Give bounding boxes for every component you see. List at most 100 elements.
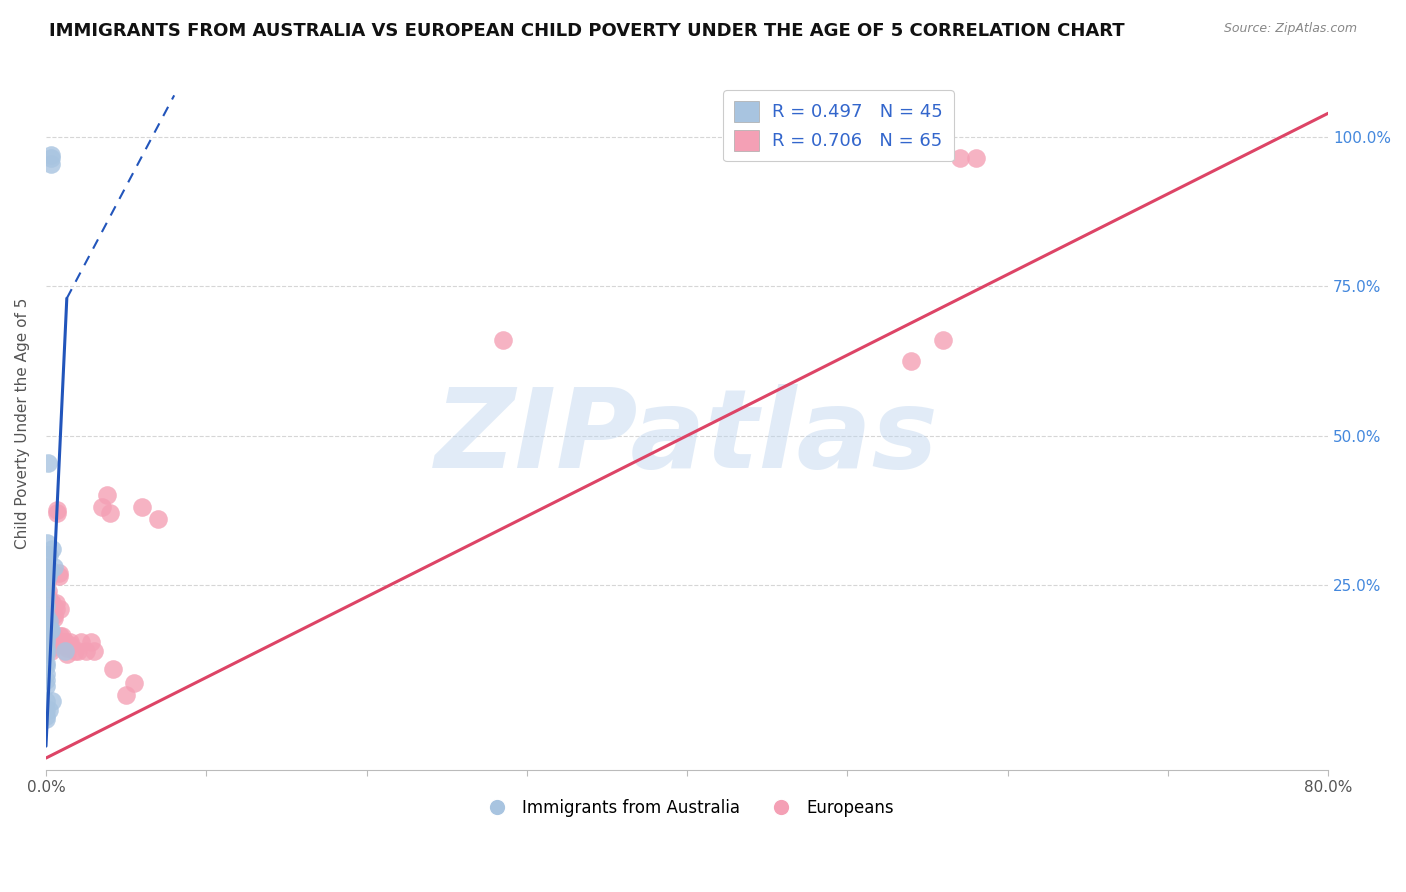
Point bbox=[965, 151, 987, 165]
Point bbox=[39, 629, 62, 643]
Point bbox=[131, 500, 153, 515]
Point bbox=[35, 643, 58, 657]
Point bbox=[38, 623, 60, 637]
Point bbox=[37, 596, 59, 610]
Point bbox=[37, 583, 59, 598]
Point bbox=[45, 596, 67, 610]
Point bbox=[39, 638, 62, 652]
Point bbox=[900, 354, 922, 368]
Point bbox=[35, 581, 58, 595]
Point bbox=[35, 563, 58, 577]
Point bbox=[59, 638, 82, 652]
Point bbox=[35, 640, 58, 655]
Point bbox=[39, 148, 62, 162]
Point bbox=[56, 640, 79, 655]
Point bbox=[39, 634, 62, 648]
Point bbox=[35, 560, 58, 574]
Point bbox=[38, 607, 60, 622]
Point bbox=[35, 667, 58, 681]
Point bbox=[37, 566, 59, 580]
Point bbox=[49, 629, 72, 643]
Point bbox=[98, 506, 121, 520]
Point bbox=[38, 703, 60, 717]
Point bbox=[45, 602, 67, 616]
Point bbox=[52, 634, 75, 648]
Point bbox=[35, 616, 58, 631]
Point bbox=[35, 611, 58, 625]
Point bbox=[41, 151, 63, 165]
Point bbox=[122, 676, 145, 690]
Point bbox=[42, 629, 65, 643]
Point bbox=[37, 569, 59, 583]
Point bbox=[103, 661, 125, 675]
Point bbox=[35, 566, 58, 580]
Point bbox=[35, 590, 58, 604]
Point bbox=[39, 629, 62, 643]
Point bbox=[59, 634, 82, 648]
Point bbox=[51, 629, 73, 643]
Point bbox=[51, 634, 73, 648]
Point bbox=[41, 634, 63, 648]
Point bbox=[75, 643, 97, 657]
Point bbox=[42, 634, 65, 648]
Point bbox=[35, 632, 58, 646]
Point bbox=[37, 456, 59, 470]
Point bbox=[37, 536, 59, 550]
Point bbox=[37, 590, 59, 604]
Text: Source: ZipAtlas.com: Source: ZipAtlas.com bbox=[1223, 22, 1357, 36]
Point bbox=[38, 602, 60, 616]
Point bbox=[35, 599, 58, 613]
Point bbox=[35, 709, 58, 723]
Point bbox=[49, 602, 72, 616]
Point bbox=[146, 512, 169, 526]
Y-axis label: Child Poverty Under the Age of 5: Child Poverty Under the Age of 5 bbox=[15, 298, 30, 549]
Point bbox=[41, 629, 63, 643]
Point bbox=[42, 560, 65, 574]
Point bbox=[42, 607, 65, 622]
Point bbox=[37, 560, 59, 574]
Point bbox=[35, 712, 58, 726]
Point bbox=[91, 500, 114, 515]
Point bbox=[37, 548, 59, 562]
Point bbox=[56, 647, 79, 661]
Point bbox=[35, 658, 58, 673]
Point bbox=[38, 548, 60, 562]
Point bbox=[35, 574, 58, 589]
Point bbox=[42, 611, 65, 625]
Point bbox=[41, 542, 63, 557]
Point bbox=[35, 673, 58, 688]
Point bbox=[48, 566, 70, 580]
Point bbox=[66, 643, 89, 657]
Point bbox=[35, 694, 58, 708]
Point bbox=[83, 643, 105, 657]
Legend: Immigrants from Australia, Europeans: Immigrants from Australia, Europeans bbox=[474, 793, 901, 824]
Point bbox=[37, 566, 59, 580]
Point bbox=[115, 689, 138, 703]
Point bbox=[41, 596, 63, 610]
Point bbox=[80, 634, 103, 648]
Point bbox=[35, 656, 58, 670]
Point bbox=[41, 602, 63, 616]
Point bbox=[41, 694, 63, 708]
Point bbox=[35, 569, 58, 583]
Point bbox=[96, 488, 118, 502]
Point bbox=[38, 625, 60, 640]
Point bbox=[46, 503, 69, 517]
Point bbox=[948, 151, 970, 165]
Point bbox=[35, 647, 58, 661]
Point bbox=[38, 563, 60, 577]
Point bbox=[39, 157, 62, 171]
Point bbox=[53, 638, 76, 652]
Point bbox=[39, 643, 62, 657]
Point bbox=[53, 643, 76, 657]
Point bbox=[63, 643, 86, 657]
Point bbox=[48, 569, 70, 583]
Point bbox=[37, 569, 59, 583]
Point bbox=[39, 623, 62, 637]
Point bbox=[53, 634, 76, 648]
Point bbox=[38, 616, 60, 631]
Point bbox=[52, 638, 75, 652]
Point bbox=[932, 333, 955, 347]
Point bbox=[35, 680, 58, 694]
Point bbox=[35, 634, 58, 648]
